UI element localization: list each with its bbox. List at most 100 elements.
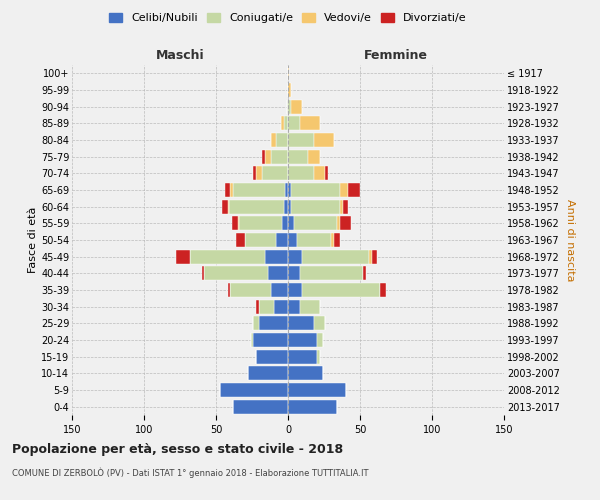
Bar	[340, 183, 349, 197]
Bar	[299, 116, 320, 130]
Bar	[317, 350, 320, 364]
Bar	[284, 116, 288, 130]
Bar	[224, 183, 230, 197]
Bar	[256, 300, 259, 314]
Text: Popolazione per età, sesso e stato civile - 2018: Popolazione per età, sesso e stato civil…	[12, 442, 343, 456]
Bar	[288, 266, 299, 280]
Bar	[291, 183, 340, 197]
Bar	[334, 233, 340, 247]
Bar	[262, 150, 265, 164]
Bar	[288, 366, 323, 380]
Bar	[288, 300, 299, 314]
Bar	[277, 233, 288, 247]
Bar	[288, 166, 314, 180]
Bar	[288, 350, 317, 364]
Bar	[296, 233, 331, 247]
Bar	[230, 183, 233, 197]
Bar	[288, 250, 302, 264]
Bar	[299, 300, 320, 314]
Bar	[271, 150, 288, 164]
Bar	[229, 200, 284, 214]
Bar	[256, 350, 288, 364]
Bar	[271, 283, 288, 297]
Bar	[282, 216, 288, 230]
Bar	[314, 316, 325, 330]
Bar	[288, 233, 296, 247]
Bar	[281, 116, 284, 130]
Bar	[284, 200, 288, 214]
Bar	[253, 333, 288, 347]
Bar	[380, 283, 386, 297]
Bar	[368, 250, 371, 264]
Bar	[233, 400, 288, 414]
Bar	[288, 133, 314, 147]
Bar	[288, 116, 299, 130]
Bar	[331, 233, 334, 247]
Bar	[220, 383, 288, 397]
Legend: Celibi/Nubili, Coniugati/e, Vedovi/e, Divorziati/e: Celibi/Nubili, Coniugati/e, Vedovi/e, Di…	[107, 10, 469, 26]
Bar	[271, 133, 277, 147]
Text: COMUNE DI ZERBOLÒ (PV) - Dati ISTAT 1° gennaio 2018 - Elaborazione TUTTITALIA.IT: COMUNE DI ZERBOLÒ (PV) - Dati ISTAT 1° g…	[12, 468, 368, 478]
Bar	[202, 266, 205, 280]
Bar	[285, 183, 288, 197]
Bar	[268, 266, 288, 280]
Bar	[288, 66, 289, 80]
Bar	[238, 216, 239, 230]
Bar	[291, 100, 302, 114]
Bar	[288, 283, 302, 297]
Bar	[288, 333, 317, 347]
Bar	[308, 150, 320, 164]
Bar	[302, 283, 380, 297]
Bar	[288, 216, 294, 230]
Bar	[262, 166, 288, 180]
Bar	[256, 166, 262, 180]
Bar	[288, 183, 291, 197]
Bar	[274, 300, 288, 314]
Bar	[205, 266, 268, 280]
Bar	[251, 333, 253, 347]
Bar	[349, 183, 360, 197]
Bar	[245, 233, 277, 247]
Bar	[236, 233, 245, 247]
Bar	[340, 200, 343, 214]
Bar	[325, 166, 328, 180]
Bar	[288, 400, 337, 414]
Bar	[227, 200, 229, 214]
Bar	[190, 250, 265, 264]
Bar	[265, 150, 271, 164]
Text: Femmine: Femmine	[364, 48, 428, 62]
Bar	[371, 250, 377, 264]
Bar	[227, 283, 230, 297]
Bar	[222, 200, 227, 214]
Bar	[253, 316, 259, 330]
Bar	[265, 250, 288, 264]
Bar	[314, 166, 325, 180]
Bar	[232, 216, 238, 230]
Bar	[253, 166, 256, 180]
Bar	[294, 216, 337, 230]
Y-axis label: Fasce di età: Fasce di età	[28, 207, 38, 273]
Bar	[288, 200, 291, 214]
Bar	[288, 100, 291, 114]
Bar	[317, 333, 323, 347]
Bar	[288, 316, 314, 330]
Bar	[337, 216, 340, 230]
Bar	[288, 150, 308, 164]
Bar	[176, 250, 190, 264]
Bar	[340, 216, 352, 230]
Bar	[259, 316, 288, 330]
Bar	[288, 83, 291, 97]
Bar	[343, 200, 349, 214]
Bar	[363, 266, 366, 280]
Bar	[248, 366, 288, 380]
Bar	[288, 383, 346, 397]
Bar	[259, 300, 274, 314]
Bar	[277, 133, 288, 147]
Text: Maschi: Maschi	[155, 48, 205, 62]
Bar	[299, 266, 363, 280]
Bar	[287, 100, 288, 114]
Bar	[239, 216, 282, 230]
Bar	[302, 250, 368, 264]
Bar	[291, 200, 340, 214]
Bar	[230, 283, 271, 297]
